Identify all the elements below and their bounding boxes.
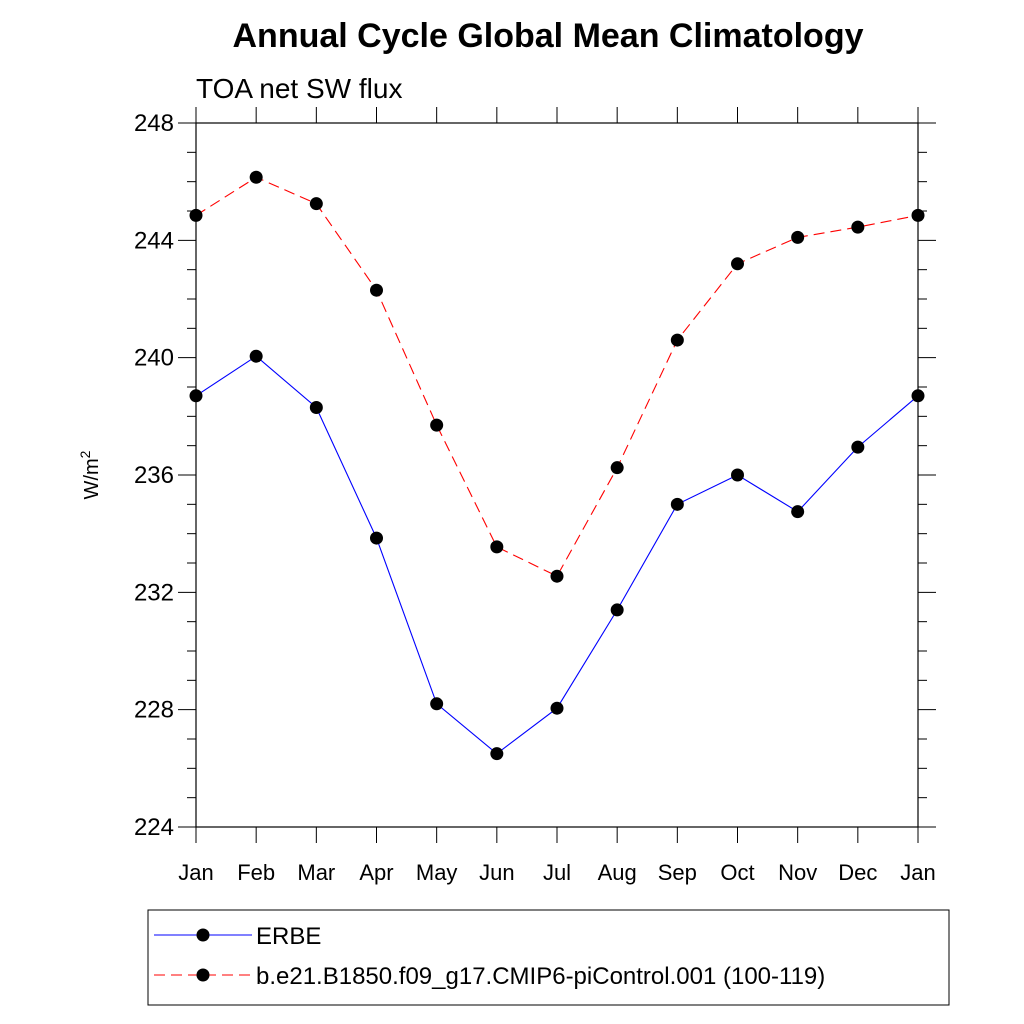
legend-marker-1	[196, 968, 210, 982]
series-layer	[189, 170, 925, 761]
series-0-point	[610, 603, 624, 617]
series-0-point	[490, 747, 504, 761]
series-1-point	[670, 333, 684, 347]
legend: ERBE b.e21.B1850.f09_g17.CMIP6-piControl.…	[147, 909, 950, 1006]
x-tick-label: Jun	[479, 860, 514, 885]
series-0-point	[309, 401, 323, 415]
x-tick-label: Oct	[720, 860, 754, 885]
legend-label-0: ERBE	[256, 923, 321, 950]
x-tick-label: May	[416, 860, 458, 885]
y-tick-label: 228	[134, 697, 174, 724]
series-1-point	[490, 540, 504, 554]
series-1-point	[430, 418, 444, 432]
major-ticks	[178, 107, 936, 843]
x-tick-labels: Jan Feb Mar Apr May Jun Jul Aug Sep Oct Nov Dec Jan	[178, 860, 935, 885]
series-line-0	[195, 355, 919, 755]
y-tick-label: 232	[134, 579, 174, 606]
series-0-point	[791, 505, 805, 519]
series-1-point	[851, 220, 865, 234]
series-1-point	[791, 230, 805, 244]
y-tick-label: 236	[134, 462, 174, 489]
legend-label-1: b.e21.B1850.f09_g17.CMIP6-piControl.001 …	[256, 963, 825, 990]
x-tick-label: Dec	[838, 860, 877, 885]
y-tick-label: 244	[134, 227, 174, 254]
x-tick-label: Sep	[658, 860, 697, 885]
series-1-point	[550, 569, 564, 583]
series-0-point	[670, 497, 684, 511]
y-tick-labels: 224 228 232 236 240 244 248	[134, 110, 174, 841]
series-0-point	[550, 701, 564, 715]
x-tick-label: Jul	[543, 860, 571, 885]
series-1-point	[370, 283, 383, 297]
y-tick-label: 248	[134, 110, 174, 137]
x-tick-label: Jan	[900, 860, 935, 885]
series-0-point	[851, 440, 865, 454]
series-0-point	[370, 531, 383, 545]
series-0-point	[249, 349, 263, 363]
y-axis-label: W/m2	[77, 450, 103, 499]
x-tick-label: Jan	[178, 860, 213, 885]
x-tick-label: Nov	[778, 860, 817, 885]
series-0-point	[731, 468, 744, 482]
series-1-point	[731, 257, 744, 271]
y-tick-label: 240	[134, 345, 174, 372]
series-1-point	[249, 170, 263, 184]
y-tick-label: 224	[134, 814, 174, 841]
x-tick-label: Feb	[237, 860, 275, 885]
legend-marker-0	[196, 928, 210, 942]
series-0-point	[430, 697, 444, 711]
series-line-1	[195, 176, 919, 577]
x-tick-label: Mar	[297, 860, 335, 885]
minor-ticks	[187, 151, 927, 799]
series-1-point	[610, 461, 624, 475]
chart-subtitle: TOA net SW flux	[196, 73, 402, 104]
x-tick-label: Aug	[598, 860, 637, 885]
legend-box	[147, 909, 950, 1006]
x-tick-label: Apr	[359, 860, 393, 885]
chart-title: Annual Cycle Global Mean Climatology	[233, 17, 864, 55]
series-1-point	[309, 197, 323, 211]
plot-frame	[195, 122, 919, 828]
